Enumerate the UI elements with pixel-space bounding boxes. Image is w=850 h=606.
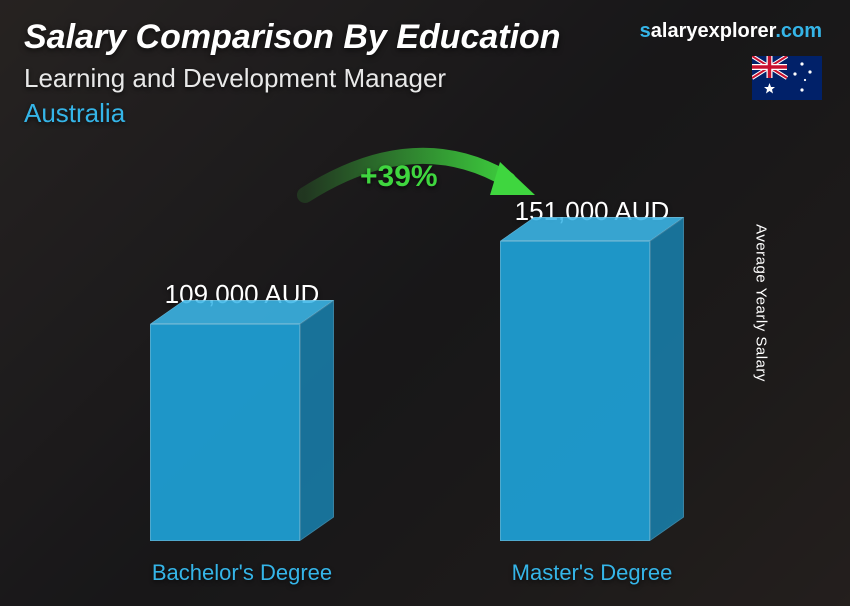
increase-percent: +39%: [360, 160, 438, 194]
brand-logo: salaryexplorer.com: [640, 20, 822, 43]
bar-group: 109,000 AUDBachelor's Degree: [150, 279, 334, 546]
bar-label: Master's Degree: [512, 560, 673, 586]
page-subtitle: Learning and Development Manager: [24, 63, 826, 94]
bar-chart: +39% 109,000 AUDBachelor's Degree 151,000 …: [80, 150, 770, 546]
bar-side: [300, 300, 334, 541]
bar-3d: [150, 324, 334, 541]
bar-label: Bachelor's Degree: [152, 560, 332, 586]
bar-3d: [500, 241, 684, 541]
bar-group: 151,000 AUDMaster's Degree: [500, 196, 684, 546]
country-label: Australia: [24, 98, 826, 129]
bar-front: [500, 241, 650, 541]
bar-side: [650, 217, 684, 541]
australia-flag-icon: [752, 56, 822, 100]
bar-front: [150, 324, 300, 541]
